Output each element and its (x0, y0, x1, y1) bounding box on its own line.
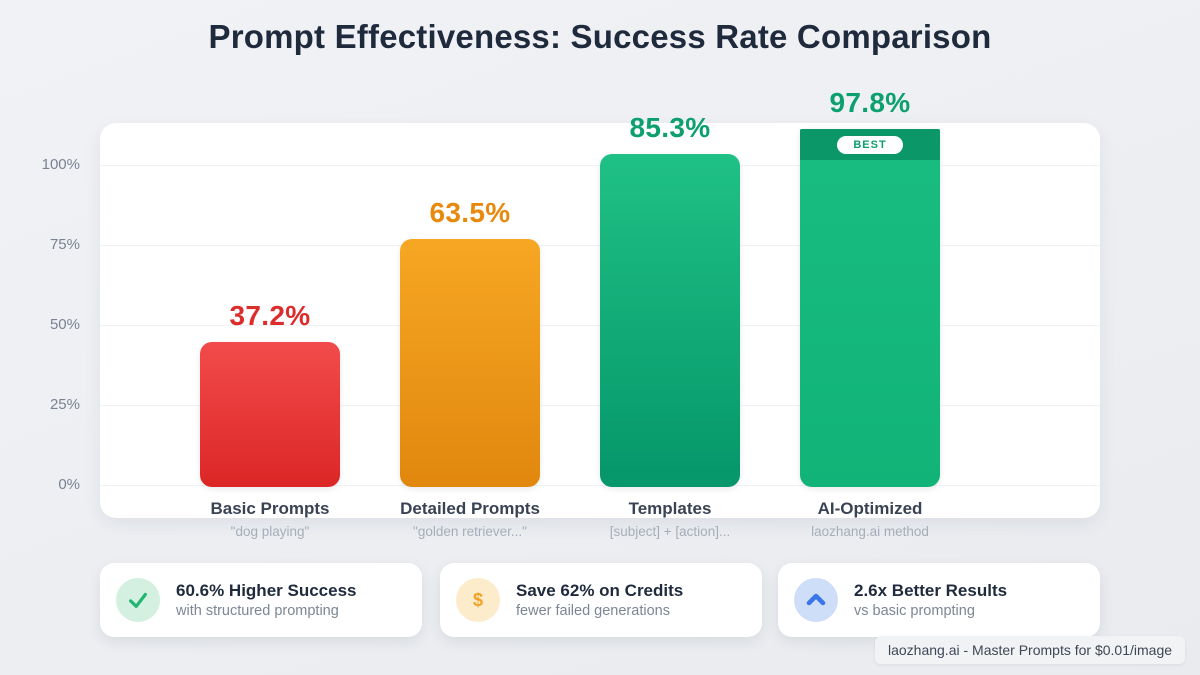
stat-card-better-results: 2.6x Better Results vs basic prompting (778, 563, 1100, 637)
category-label-templates: Templates (628, 499, 712, 518)
bar-group-ai-optimized: 97.8% BEST (800, 87, 940, 487)
check-icon (116, 578, 160, 622)
category-subtitle-basic: "dog playing" (230, 524, 310, 539)
stat-subtitle: vs basic prompting (854, 603, 975, 619)
category-subtitle-detailed: "golden retriever..." (413, 524, 527, 539)
bar-value-label: 85.3% (629, 112, 711, 144)
page-title: Prompt Effectiveness: Success Rate Compa… (208, 18, 992, 55)
y-tick-100: 100% (41, 156, 80, 173)
bar-value-label: 37.2% (229, 299, 311, 331)
dollar-icon: $ (456, 578, 500, 622)
stat-card-save-credits: $ Save 62% on Credits fewer failed gener… (440, 563, 762, 637)
category-subtitle-templates: [subject] + [action]... (609, 524, 731, 539)
stat-title: 60.6% Higher Success (176, 581, 357, 600)
stat-subtitle: with structured prompting (176, 603, 339, 619)
best-badge: BEST (837, 135, 903, 154)
y-tick-25: 25% (49, 396, 80, 413)
y-tick-50: 50% (49, 316, 80, 333)
bar-ai-optimized: BEST (800, 129, 940, 487)
stat-title: Save 62% on Credits (516, 581, 684, 600)
category-label-ai: AI-Optimized (817, 499, 923, 518)
stat-subtitle: fewer failed generations (516, 603, 670, 619)
y-tick-0: 0% (58, 476, 80, 493)
bar-group-templates: 85.3% (600, 112, 740, 487)
stat-card-higher-success: 60.6% Higher Success with structured pro… (100, 563, 422, 637)
bar-detailed-prompts (400, 239, 540, 487)
category-label-basic: Basic Prompts (210, 499, 330, 518)
bar-value-label: 63.5% (429, 197, 511, 229)
y-tick-75: 75% (49, 236, 80, 253)
best-bar-cap: BEST (800, 129, 940, 160)
category-subtitle-ai: laozhang.ai method (811, 524, 929, 539)
bar-basic-prompts (200, 341, 340, 487)
bar-value-label: 97.8% (829, 87, 911, 118)
chevron-up-icon (794, 578, 838, 622)
bar-group-detailed-prompts: 63.5% (400, 197, 540, 487)
category-label-detailed: Detailed Prompts (400, 499, 540, 518)
bar-templates (600, 154, 740, 487)
bar-group-basic-prompts: 37.2% (200, 300, 340, 487)
gridline-0 (100, 485, 1100, 486)
watermark-label: laozhang.ai - Master Prompts for $0.01/i… (875, 636, 1185, 664)
stat-title: 2.6x Better Results (854, 581, 1008, 600)
